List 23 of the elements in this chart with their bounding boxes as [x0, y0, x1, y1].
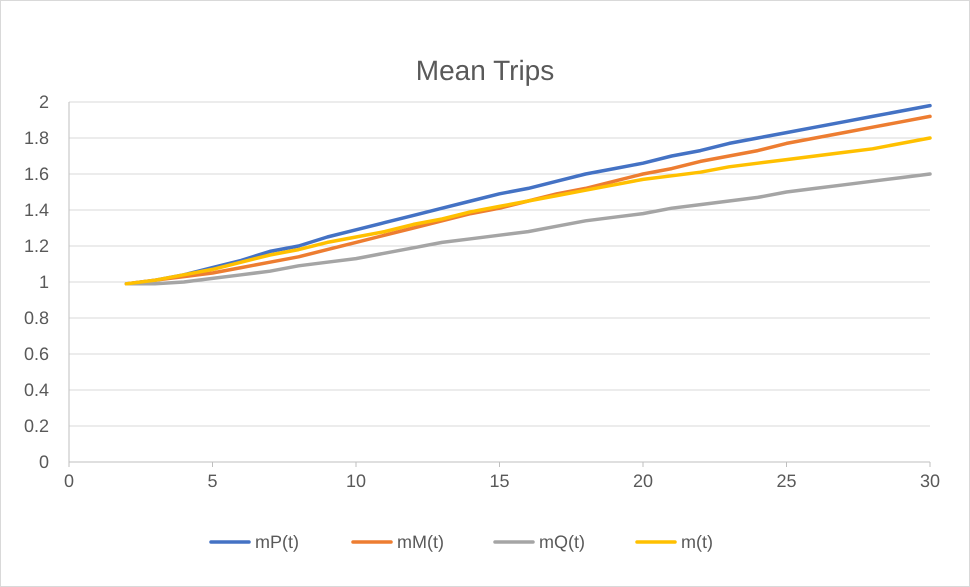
y-tick-label: 1.2	[24, 236, 49, 256]
legend-label: mP(t)	[255, 532, 299, 552]
y-tick-label: 0.8	[24, 308, 49, 328]
y-tick-label: 1.4	[24, 200, 49, 220]
x-tick-label: 15	[489, 471, 510, 491]
legend-label: m(t)	[681, 532, 713, 552]
x-tick-label: 10	[346, 471, 366, 491]
x-tick-label: 5	[207, 471, 218, 491]
legend-label: mM(t)	[397, 532, 444, 552]
x-tick-label: 25	[776, 471, 797, 491]
legend-label: mQ(t)	[539, 532, 585, 552]
x-tick-label: 30	[920, 471, 940, 491]
y-tick-label: 0.4	[24, 380, 49, 400]
x-tick-label: 20	[632, 471, 654, 491]
y-tick-label: 1	[38, 272, 49, 292]
y-tick-label: 1.6	[24, 164, 49, 184]
y-tick-label: 1.8	[24, 128, 49, 148]
y-tick-label: 2	[38, 92, 49, 112]
y-tick-label: 0.2	[24, 416, 49, 436]
y-tick-label: 0	[38, 452, 49, 472]
x-tick-label: 0	[64, 471, 74, 491]
chart-title: Mean Trips	[416, 55, 554, 86]
y-tick-label: 0.6	[24, 344, 49, 364]
